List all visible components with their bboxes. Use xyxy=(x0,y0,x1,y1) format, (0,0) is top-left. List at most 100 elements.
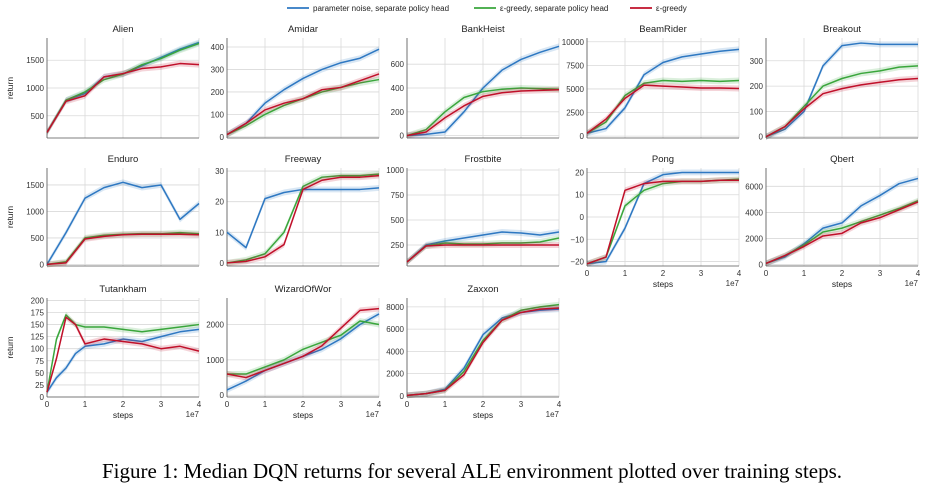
subplot-breakout: 0 100 200 300 Breakout xyxy=(750,24,919,142)
ytick-frostbite-1: 500 xyxy=(391,216,405,225)
band-enduro-eg xyxy=(47,231,199,268)
line-freeway-eg_sep xyxy=(226,173,380,264)
ytick-enduro-2: 1000 xyxy=(26,207,44,216)
xlabel-wizardofwor: steps xyxy=(293,410,313,420)
ytick-amidar-2: 200 xyxy=(211,88,225,97)
ytick-enduro-3: 1500 xyxy=(26,181,44,190)
ytick-tutankham-5: 125 xyxy=(31,333,45,342)
title-bankheist: BankHeist xyxy=(461,24,505,35)
ytick-pong-1: −10 xyxy=(570,235,584,244)
ytick-pong-0: −20 xyxy=(570,258,584,267)
line-enduro-eg xyxy=(46,233,200,266)
line-beamrider-pn xyxy=(586,48,740,135)
band-wizardofwor-pn xyxy=(227,310,379,393)
title-zaxxon: Zaxxon xyxy=(467,284,498,295)
legend: parameter noise, separate policy head ε-… xyxy=(287,4,687,13)
ytick-bankheist-0: 0 xyxy=(400,132,405,141)
title-qbert: Qbert xyxy=(830,154,854,165)
xtick-wizardofwor-2: 2 xyxy=(301,400,306,409)
title-pong: Pong xyxy=(652,154,674,165)
title-beamrider: BeamRider xyxy=(639,24,687,35)
xtick-qbert-4: 4 xyxy=(916,269,921,278)
title-breakout: Breakout xyxy=(823,24,861,35)
title-enduro: Enduro xyxy=(108,154,139,165)
line-bankheist-eg_sep xyxy=(406,87,560,137)
line-pong-eg xyxy=(586,179,739,265)
band-amidar-pn xyxy=(227,46,379,138)
ytick-amidar-4: 400 xyxy=(211,43,225,52)
ytick-beamrider-1: 2500 xyxy=(566,109,584,118)
ylabel-enduro: return xyxy=(5,206,15,228)
line-frostbite-eg xyxy=(406,244,559,263)
ytick-amidar-0: 0 xyxy=(220,133,225,142)
ytick-enduro-0: 0 xyxy=(40,260,45,269)
x-exponent-tutankham: 1e7 xyxy=(186,410,200,419)
title-tutankham: Tutankham xyxy=(99,284,146,295)
figure-caption: Figure 1: Median DQN returns for several… xyxy=(102,459,842,483)
xtick-qbert-0: 0 xyxy=(764,269,769,278)
xtick-wizardofwor-3: 3 xyxy=(339,400,344,409)
line-wizardofwor-eg_sep xyxy=(227,320,380,375)
ytick-zaxxon-4: 8000 xyxy=(386,303,404,312)
line-alien-eg xyxy=(46,62,200,133)
line-frostbite-pn xyxy=(406,231,560,263)
xlabel-qbert: steps xyxy=(832,279,852,289)
ytick-qbert-0: 0 xyxy=(759,261,764,270)
ytick-tutankham-7: 175 xyxy=(31,308,45,317)
ytick-zaxxon-1: 2000 xyxy=(386,370,404,379)
line-qbert-eg xyxy=(765,201,919,265)
ytick-wizardofwor-0: 0 xyxy=(220,391,225,400)
ytick-frostbite-3: 1000 xyxy=(386,166,404,175)
xtick-zaxxon-0: 0 xyxy=(405,400,410,409)
ytick-breakout-3: 300 xyxy=(750,57,764,66)
ytick-bankheist-1: 200 xyxy=(391,108,405,117)
ytick-freeway-3: 30 xyxy=(215,167,224,176)
subplot-frostbite: 250 500 750 1000 Frostbite xyxy=(386,154,560,267)
band-breakout-pn xyxy=(766,40,918,140)
title-freeway: Freeway xyxy=(285,154,322,165)
ytick-alien-1: 1000 xyxy=(26,84,44,93)
line-tutankham-eg_sep xyxy=(46,314,200,393)
xtick-qbert-1: 1 xyxy=(802,269,807,278)
line-zaxxon-eg xyxy=(406,307,560,397)
subplot-alien: 500 1000 1500 Alien return xyxy=(5,24,200,139)
x-exponent-zaxxon: 1e7 xyxy=(546,410,560,419)
band-wizardofwor-eg_sep xyxy=(227,318,379,377)
line-breakout-pn xyxy=(765,42,918,138)
ylabel-tutankham: return xyxy=(5,336,15,358)
ytick-breakout-2: 200 xyxy=(750,82,764,91)
title-wizardofwor: WizardOfWor xyxy=(275,284,332,295)
band-tutankham-eg_sep xyxy=(47,311,199,396)
ytick-zaxxon-3: 6000 xyxy=(386,325,404,334)
xtick-zaxxon-1: 1 xyxy=(443,400,448,409)
line-amidar-pn xyxy=(226,48,380,136)
x-exponent-qbert: 1e7 xyxy=(905,279,919,288)
line-bankheist-pn xyxy=(406,45,560,137)
ytick-qbert-2: 4000 xyxy=(745,208,763,217)
band-frostbite-pn xyxy=(407,229,559,265)
ytick-qbert-1: 2000 xyxy=(745,235,763,244)
ytick-tutankham-2: 50 xyxy=(35,369,44,378)
ytick-pong-4: 20 xyxy=(575,168,584,177)
x-exponent-wizardofwor: 1e7 xyxy=(366,410,380,419)
ytick-beamrider-2: 5000 xyxy=(566,85,584,94)
subplot-amidar: 0 100 200 300 400 Amidar xyxy=(211,24,380,142)
xtick-tutankham-1: 1 xyxy=(83,400,88,409)
line-pong-pn xyxy=(586,171,739,265)
ytick-tutankham-8: 200 xyxy=(31,296,45,305)
xlabel-tutankham: steps xyxy=(113,410,133,420)
line-wizardofwor-eg xyxy=(226,307,380,379)
xtick-pong-4: 4 xyxy=(737,269,742,278)
line-freeway-eg xyxy=(226,174,380,264)
ytick-zaxxon-0: 0 xyxy=(400,392,405,401)
ytick-bankheist-3: 600 xyxy=(391,60,405,69)
ytick-tutankham-4: 100 xyxy=(31,345,45,354)
xtick-pong-3: 3 xyxy=(699,269,704,278)
xtick-pong-0: 0 xyxy=(585,269,590,278)
